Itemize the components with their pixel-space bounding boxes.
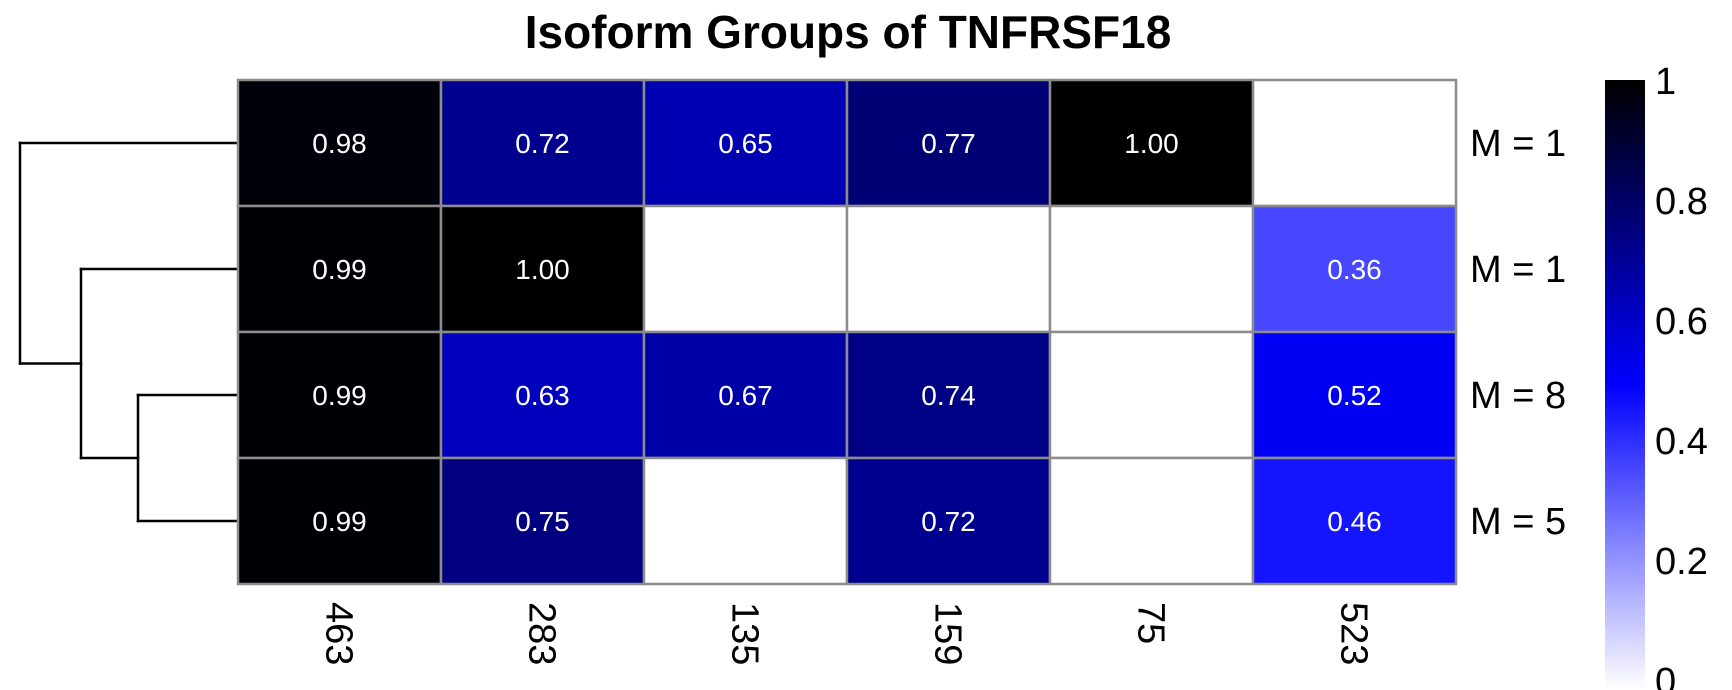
column-labels: 463 283 135 159 75 523 [318, 602, 1375, 665]
column-label: 159 [927, 602, 969, 665]
heatmap-cell [1048, 204, 1255, 334]
heatmap-cell [642, 456, 849, 586]
heatmap-cell [1251, 330, 1458, 460]
cell-value-label: 0.72 [515, 128, 570, 159]
heatmap-cell [236, 456, 443, 586]
heatmap-cell [439, 204, 646, 334]
scale-tick-label: 0.8 [1655, 181, 1708, 223]
scale-tick-label: 0 [1655, 661, 1676, 690]
heatmap-cell [642, 330, 849, 460]
cell-value-label: 0.63 [515, 380, 570, 411]
row-labels: M = 1 M = 1 M = 8 M = 5 [1470, 123, 1566, 543]
color-scale-bar [1605, 80, 1645, 690]
row-dendrogram [18, 141, 238, 523]
heatmap-cell [1048, 456, 1255, 586]
cell-value-label: 0.99 [312, 380, 367, 411]
heatmap-cell [1251, 456, 1458, 586]
heatmap-cells: 0.98 0.72 0.65 0.77 1.00 0.99 1.00 0.36 0.99 0.63… [236, 78, 1458, 586]
cell-value-label: 0.52 [1327, 380, 1382, 411]
column-label: 283 [521, 602, 563, 665]
chart-title: Isoform Groups of TNFRSF18 [525, 6, 1172, 58]
heatmap-cell [236, 330, 443, 460]
column-label: 463 [318, 602, 360, 665]
cell-value-label: 0.77 [921, 128, 976, 159]
color-scale-labels: 0 0.2 0.4 0.6 0.8 1 [1655, 61, 1708, 690]
heatmap-cell [845, 204, 1052, 334]
column-label: 523 [1333, 602, 1375, 665]
scale-tick-label: 0.2 [1655, 541, 1708, 583]
cell-value-label: 0.65 [718, 128, 773, 159]
cell-value-label: 1.00 [1124, 128, 1179, 159]
column-label: 75 [1130, 602, 1172, 644]
column-label: 135 [724, 602, 766, 665]
row-label: M = 1 [1470, 249, 1566, 291]
heatmap-cell [1251, 204, 1458, 334]
heatmap-cell [1251, 78, 1458, 208]
heatmap-cell [642, 204, 849, 334]
cell-value-label: 1.00 [515, 254, 570, 285]
heatmap-cell [1048, 330, 1255, 460]
row-label: M = 1 [1470, 123, 1566, 165]
cell-value-label: 0.46 [1327, 506, 1382, 537]
row-label: M = 5 [1470, 501, 1566, 543]
cell-value-label: 0.99 [312, 254, 367, 285]
heatmap-cell [845, 456, 1052, 586]
cell-value-label: 0.74 [921, 380, 976, 411]
heatmap-cell [236, 204, 443, 334]
heatmap-cell [439, 330, 646, 460]
cell-value-label: 0.36 [1327, 254, 1382, 285]
cell-value-label: 0.75 [515, 506, 570, 537]
row-label: M = 8 [1470, 375, 1566, 417]
cell-value-label: 0.99 [312, 506, 367, 537]
heatmap-cell [439, 456, 646, 586]
cell-value-label: 0.67 [718, 380, 773, 411]
cell-value-label: 0.72 [921, 506, 976, 537]
scale-tick-label: 0.6 [1655, 301, 1708, 343]
cell-value-label: 0.98 [312, 128, 367, 159]
scale-tick-label: 0.4 [1655, 421, 1708, 463]
scale-tick-label: 1 [1655, 61, 1676, 103]
